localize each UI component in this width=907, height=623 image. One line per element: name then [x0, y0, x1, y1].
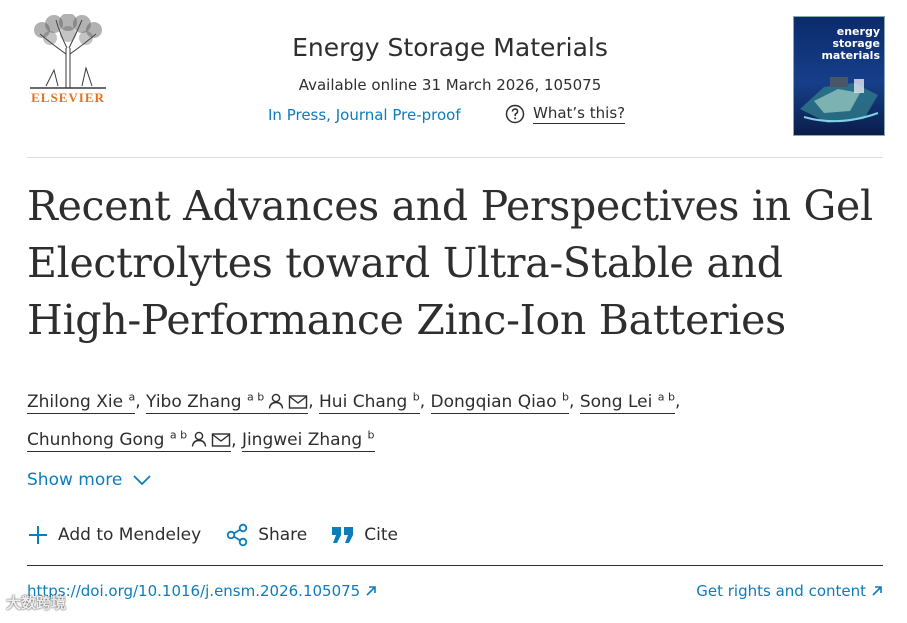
journal-cover-image[interactable]: energy storage materials [793, 16, 885, 136]
author-name: Hui Chang [319, 391, 408, 412]
elsevier-wordmark[interactable]: ELSEVIER [31, 90, 105, 105]
author-separator: , [569, 391, 575, 412]
author-affiliation: b [562, 390, 570, 403]
author-name: Jingwei Zhang [241, 430, 363, 451]
author-name: Zhilong Xie [27, 391, 124, 412]
show-more-label: Show more [27, 470, 123, 490]
author-affiliation: a b [246, 390, 265, 403]
whats-this-link[interactable]: What’s this? [505, 104, 626, 124]
article-actions: Add to Mendeley Share Cite [27, 523, 422, 547]
chevron-down-icon [133, 475, 151, 486]
author-entry[interactable]: Dongqian Qiao b [430, 390, 570, 414]
help-circle-icon [505, 104, 525, 124]
author-entry[interactable]: Zhilong Xie a [27, 390, 136, 414]
author-affiliation: b [412, 390, 420, 403]
author-affiliation: a b [169, 428, 188, 442]
cite-label: Cite [364, 525, 398, 545]
author-entry[interactable]: Chunhong Gong a b [27, 428, 232, 453]
elsevier-tree-icon [30, 14, 106, 89]
email-icon [211, 433, 231, 448]
share-icon [226, 523, 248, 547]
doi-link[interactable]: https://doi.org/10.1016/j.ensm.2026.1050… [27, 582, 377, 600]
author-affiliation: a b [657, 390, 675, 403]
availability-date: Available online 31 March 2026, 105075 [298, 76, 602, 94]
email-icon [289, 394, 308, 409]
get-rights-label: Get rights and content [696, 582, 866, 600]
plus-icon [29, 526, 47, 544]
author-entry[interactable]: Yibo Zhang a b [146, 390, 309, 414]
add-to-mendeley-label: Add to Mendeley [58, 525, 202, 545]
author-affiliation: a [128, 390, 136, 403]
quote-icon [332, 527, 354, 543]
author-separator: , [231, 430, 237, 451]
add-to-mendeley-button[interactable]: Add to Mendeley [27, 524, 201, 546]
cover-artwork-icon [794, 17, 884, 135]
elsevier-logo[interactable] [26, 14, 110, 106]
get-rights-link[interactable]: Get rights and content [696, 582, 883, 600]
author-separator: , [419, 391, 426, 412]
header-divider [27, 157, 883, 158]
author-affiliation: b [367, 428, 375, 442]
actions-divider [27, 565, 883, 566]
author-name: Dongqian Qiao [430, 391, 557, 412]
person-icon [269, 393, 284, 409]
cite-button[interactable]: Cite [331, 525, 398, 545]
external-link-icon [366, 586, 377, 596]
in-press-link[interactable]: In Press, Journal Pre-proof [268, 106, 461, 124]
watermark: 大数跨境 [6, 594, 67, 612]
whats-this-label: What’s this? [533, 104, 626, 124]
journal-title[interactable]: Energy Storage Materials [292, 33, 608, 62]
author-separator: , [674, 391, 681, 412]
share-label: Share [258, 525, 308, 545]
author-list: Zhilong Xie a, Yibo Zhang a b, Hui Chang… [27, 380, 887, 457]
person-icon [191, 432, 207, 447]
doi-label: https://doi.org/10.1016/j.ensm.2026.1050… [27, 582, 361, 600]
author-separator: , [308, 391, 314, 412]
author-name: Song Lei [579, 391, 653, 412]
cover-title: energy storage materials [821, 25, 880, 62]
author-entry[interactable]: Hui Chang b [319, 390, 420, 414]
author-name: Chunhong Gong [27, 430, 165, 451]
external-link-icon [872, 586, 882, 596]
author-name: Yibo Zhang [146, 391, 242, 412]
article-title: Recent Advances and Perspectives in Gel … [27, 182, 873, 344]
show-more-button[interactable]: Show more [27, 470, 152, 490]
author-entry[interactable]: Jingwei Zhang b [241, 428, 375, 453]
author-separator: , [135, 391, 141, 412]
author-entry[interactable]: Song Lei a b [579, 390, 675, 414]
share-button[interactable]: Share [225, 523, 307, 547]
